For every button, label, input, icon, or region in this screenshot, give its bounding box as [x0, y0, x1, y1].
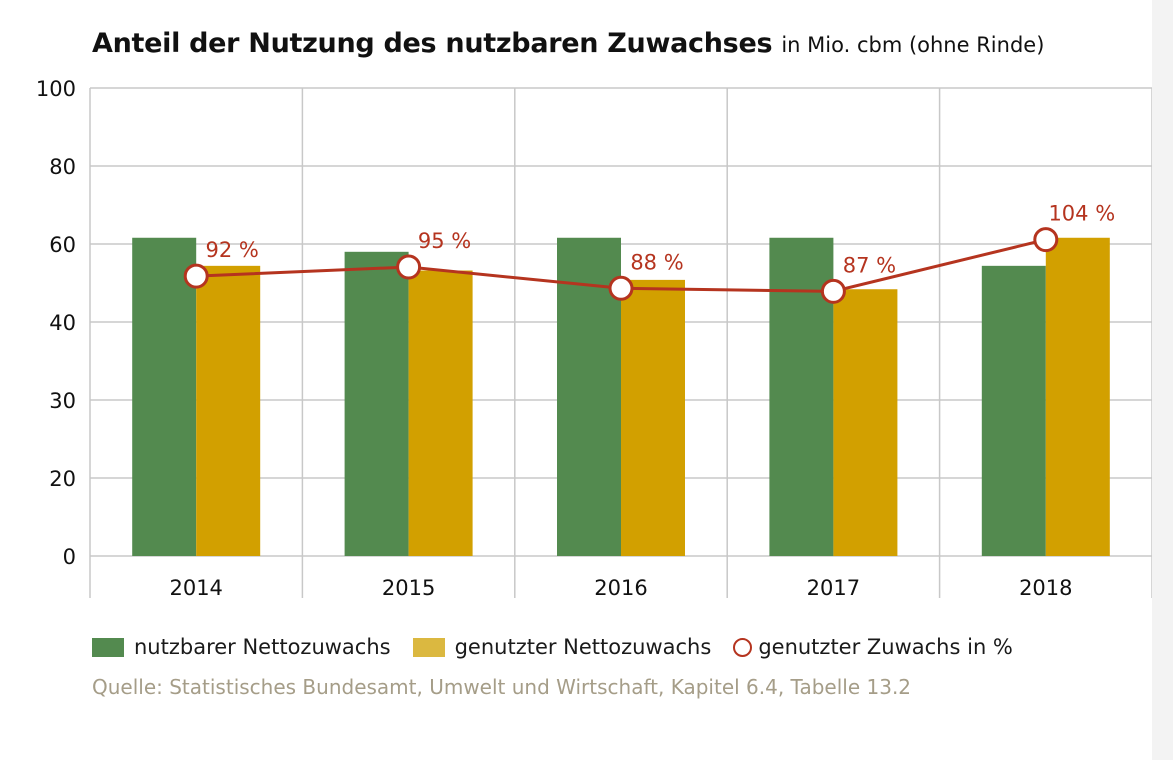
percent-line	[183, 227, 1059, 304]
axis-labels: 0 20 30 40 60 80 100 2014 2015 2016 2017 2018 92 % 95…	[36, 77, 1115, 600]
x-tick-label: 2014	[169, 576, 222, 600]
x-tick-label: 2017	[807, 576, 860, 600]
legend-item-nutzbar: nutzbarer Nettozuwachs	[92, 635, 391, 659]
percent-point-2015	[396, 254, 422, 280]
percent-point-2018	[1033, 227, 1059, 253]
percent-data-label: 104 %	[1048, 202, 1115, 226]
y-tick-label: 20	[49, 467, 76, 491]
percent-data-label: 88 %	[630, 250, 683, 274]
chart-title-text: Anteil der Nutzung des nutzbaren Zuwachs…	[92, 28, 773, 59]
chart-title: Anteil der Nutzung des nutzbaren Zuwachs…	[92, 28, 1044, 59]
x-tick-label: 2018	[1019, 576, 1072, 600]
percent-point-2017	[820, 278, 846, 304]
legend-item-percent: genutzter Zuwachs in %	[733, 635, 1013, 659]
legend-item-genutzt: genutzter Nettozuwachs	[412, 635, 712, 659]
y-tick-label: 80	[49, 155, 76, 179]
y-tick-label: 40	[49, 311, 76, 335]
source-note: Quelle: Statistisches Bundesamt, Umwelt …	[92, 675, 912, 699]
bar-nutzbar-2014	[132, 237, 197, 556]
percent-point-2014	[183, 263, 209, 289]
percent-data-label: 87 %	[843, 253, 896, 277]
y-tick-label: 100	[36, 77, 76, 101]
bars	[132, 237, 1110, 557]
x-tick-label: 2015	[382, 576, 435, 600]
legend-label-genutzt: genutzter Nettozuwachs	[454, 635, 712, 659]
bar-genutzt-2014	[196, 265, 261, 556]
bar-genutzt-2018	[1045, 237, 1110, 556]
legend-swatch-nutzbar	[92, 637, 124, 657]
bar-line-chart: 0 20 30 40 60 80 100 2014 2015 2016 2017 2018 92 % 95…	[36, 77, 1152, 600]
grid-lines	[89, 87, 1152, 598]
bar-nutzbar-2018	[981, 265, 1046, 556]
legend-circle-icon	[733, 637, 753, 657]
bar-genutzt-2015	[408, 270, 473, 556]
legend-label-nutzbar: nutzbarer Nettozuwachs	[134, 635, 391, 659]
percent-data-label: 95 %	[418, 229, 471, 253]
bar-genutzt-2016	[621, 279, 685, 556]
y-tick-label: 30	[49, 389, 76, 413]
y-tick-label: 0	[63, 545, 76, 569]
percent-point-2016	[608, 275, 634, 301]
bar-nutzbar-2015	[344, 251, 409, 557]
legend: nutzbarer Nettozuwachs genutzter Nettozu…	[92, 632, 1035, 662]
percent-data-label: 92 %	[206, 238, 259, 262]
x-tick-label: 2016	[594, 576, 647, 600]
legend-swatch-genutzt	[412, 637, 445, 657]
bar-genutzt-2017	[833, 289, 898, 556]
chart-subtitle: in Mio. cbm (ohne Rinde)	[781, 33, 1045, 57]
legend-label-percent: genutzter Zuwachs in %	[758, 635, 1013, 659]
y-tick-label: 60	[49, 233, 76, 257]
